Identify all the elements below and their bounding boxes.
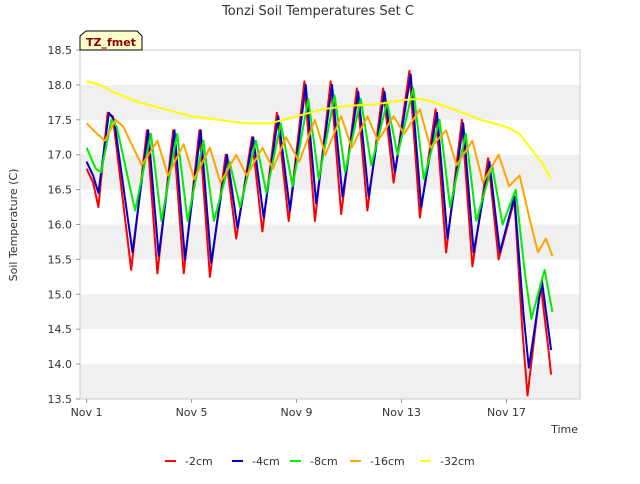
y-tick-label: 14.0 xyxy=(48,358,73,371)
series-lines xyxy=(85,69,554,397)
y-tick-label: 17.0 xyxy=(48,149,73,162)
x-tick-label: Nov 17 xyxy=(487,406,526,419)
series-line-8cm xyxy=(85,87,554,320)
x-axis-label: Time xyxy=(550,423,578,436)
legend-label: -2cm xyxy=(185,455,213,468)
site-label: TZ_fmet xyxy=(86,36,136,49)
y-tick-label: 13.5 xyxy=(48,393,73,406)
legend: -2cm -4cm -8cm -16cm -32cm xyxy=(165,455,475,468)
legend-label: -4cm xyxy=(252,455,280,468)
y-tick-label: 16.5 xyxy=(48,184,73,197)
y-tick-label: 14.5 xyxy=(48,323,73,336)
x-axis-ticks: Nov 1 Nov 5 Nov 9 Nov 13 Nov 17 xyxy=(71,399,526,419)
legend-label: -16cm xyxy=(370,455,405,468)
site-label-box: TZ_fmet xyxy=(79,30,143,51)
x-tick-label: Nov 9 xyxy=(281,406,313,419)
x-tick-label: Nov 5 xyxy=(176,406,208,419)
x-tick-label: Nov 13 xyxy=(382,406,421,419)
series-line-32cm xyxy=(86,80,552,180)
y-tick-label: 18.5 xyxy=(48,44,73,57)
grid-band xyxy=(80,364,580,399)
legend-label: -32cm xyxy=(440,455,475,468)
y-axis-ticks: 13.5 14.0 14.5 15.0 15.5 16.0 16.5 17.0 17.5 18.0… xyxy=(48,44,80,406)
y-tick-label: 17.5 xyxy=(48,114,73,127)
y-tick-label: 18.0 xyxy=(48,79,73,92)
chart-title: Tonzi Soil Temperatures Set C xyxy=(221,4,414,19)
y-tick-label: 15.5 xyxy=(48,253,73,266)
grid-band xyxy=(80,294,580,330)
y-axis-label: Soil Temperature (C) xyxy=(7,169,20,282)
series-line-16cm xyxy=(85,108,554,257)
legend-label: -8cm xyxy=(310,455,338,468)
y-tick-label: 15.0 xyxy=(48,288,73,301)
x-tick-label: Nov 1 xyxy=(71,406,103,419)
y-tick-label: 16.0 xyxy=(48,219,73,232)
